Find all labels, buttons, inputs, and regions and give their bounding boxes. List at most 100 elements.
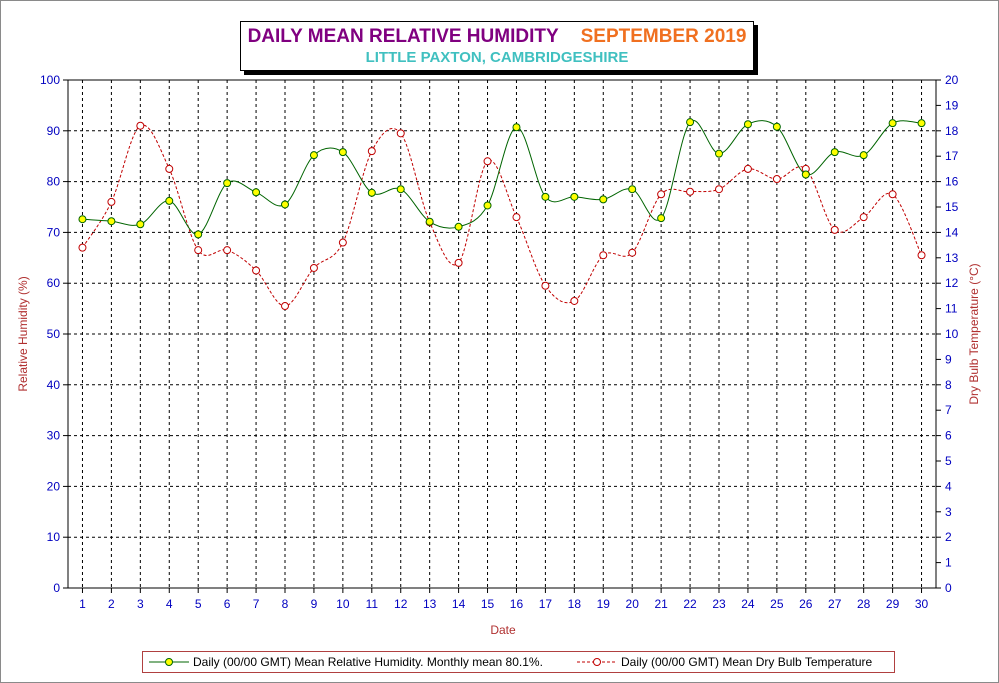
data-point-temperature xyxy=(743,164,752,173)
data-point-temperature xyxy=(570,296,579,305)
data-point-temperature xyxy=(252,266,261,275)
data-point-humidity xyxy=(657,214,666,223)
y-left-tick-label: 70 xyxy=(47,225,61,239)
legend-swatch-humidity xyxy=(149,658,189,666)
x-tick-label: 12 xyxy=(394,597,408,611)
data-point-humidity xyxy=(541,192,550,201)
x-tick-label: 17 xyxy=(539,597,553,611)
x-tick-label: 14 xyxy=(452,597,466,611)
data-point-temperature xyxy=(859,213,868,222)
y-right-tick-label: 7 xyxy=(945,403,952,417)
data-point-temperature xyxy=(888,190,897,199)
x-tick-label: 21 xyxy=(654,597,668,611)
y-right-tick-label: 2 xyxy=(945,530,952,544)
grid-lines xyxy=(68,79,936,588)
data-point-temperature xyxy=(454,258,463,267)
data-point-humidity xyxy=(454,222,463,231)
y-right-tick-label: 12 xyxy=(945,276,959,290)
y-right-tick-label: 20 xyxy=(945,73,959,87)
data-point-humidity xyxy=(628,185,637,194)
x-tick-label: 13 xyxy=(423,597,437,611)
x-tick-label: 1 xyxy=(79,597,86,611)
data-point-temperature xyxy=(917,251,926,260)
data-point-humidity xyxy=(78,215,87,224)
x-tick-label: 11 xyxy=(366,597,379,611)
y-left-tick-label: 0 xyxy=(53,581,60,595)
chart-title: DAILY MEAN RELATIVE HUMIDITY xyxy=(247,26,559,47)
y-axis-right-label: Dry Bulb Temperature (°C) xyxy=(967,263,981,404)
y-left-tick-label: 50 xyxy=(47,327,61,341)
y-right-tick-label: 6 xyxy=(945,429,952,443)
y-right-tick-label: 4 xyxy=(945,479,952,493)
x-tick-label: 7 xyxy=(253,597,260,611)
data-point-humidity xyxy=(715,149,723,158)
data-point-temperature xyxy=(512,213,521,222)
x-tick-label: 22 xyxy=(683,597,697,611)
x-tick-label: 8 xyxy=(282,597,289,611)
y-right-tick-label: 14 xyxy=(945,225,959,239)
y-right-tick-label: 1 xyxy=(945,556,952,570)
x-tick-label: 6 xyxy=(224,597,231,611)
data-point-temperature xyxy=(194,246,203,255)
y-right-tick-label: 0 xyxy=(945,581,952,595)
y-left-tick-label: 10 xyxy=(47,530,61,544)
y-right-tick-label: 16 xyxy=(945,175,959,189)
data-point-humidity xyxy=(830,148,839,157)
y-right-tick-label: 17 xyxy=(945,149,959,163)
data-point-humidity xyxy=(888,119,897,128)
axes: 0102030405060708090100012345678910111213… xyxy=(40,73,959,611)
y-right-tick-label: 10 xyxy=(945,327,959,341)
data-point-temperature xyxy=(165,164,174,173)
x-tick-label: 27 xyxy=(828,597,842,611)
x-tick-label: 15 xyxy=(481,597,495,611)
x-tick-label: 25 xyxy=(770,597,784,611)
y-axis-left-label: Relative Humidity (%) xyxy=(16,276,30,391)
data-point-temperature xyxy=(541,281,550,290)
data-point-humidity xyxy=(801,170,810,179)
title-box: DAILY MEAN RELATIVE HUMIDITY SEPTEMBER 20… xyxy=(240,21,754,71)
data-point-humidity xyxy=(338,148,347,157)
x-tick-label: 16 xyxy=(510,597,524,611)
series-line-temperature xyxy=(82,124,922,307)
y-right-tick-label: 11 xyxy=(945,302,958,316)
data-point-humidity xyxy=(194,230,203,239)
x-axis-label: Date xyxy=(490,623,516,637)
data-point-humidity xyxy=(483,201,492,210)
data-point-temperature xyxy=(78,243,87,252)
legend-label-humidity: Daily (00/00 GMT) Mean Relative Humidity… xyxy=(193,655,543,669)
data-point-humidity xyxy=(917,119,926,128)
y-right-tick-label: 19 xyxy=(945,98,959,112)
x-tick-label: 30 xyxy=(915,597,929,611)
data-point-temperature xyxy=(396,129,405,138)
y-right-tick-label: 8 xyxy=(945,378,952,392)
legend-label-temperature: Daily (00/00 GMT) Mean Dry Bulb Temperat… xyxy=(621,655,873,669)
data-point-humidity xyxy=(743,120,752,129)
y-right-tick-label: 9 xyxy=(945,352,952,366)
y-left-tick-label: 90 xyxy=(47,124,61,138)
y-right-tick-label: 3 xyxy=(945,505,952,519)
data-point-temperature xyxy=(223,246,232,255)
x-tick-label: 5 xyxy=(195,597,202,611)
data-point-humidity xyxy=(859,151,868,160)
x-tick-label: 23 xyxy=(712,597,726,611)
data-point-temperature xyxy=(367,147,376,156)
data-point-humidity xyxy=(165,196,174,205)
y-left-tick-label: 100 xyxy=(40,73,60,87)
y-left-tick-label: 80 xyxy=(47,175,61,189)
data-point-humidity xyxy=(367,188,376,197)
chart-subtitle: LITTLE PAXTON, CAMBRIDGESHIRE xyxy=(365,49,629,66)
data-point-temperature xyxy=(686,187,695,196)
x-tick-label: 4 xyxy=(166,597,173,611)
x-tick-label: 18 xyxy=(568,597,582,611)
data-point-humidity xyxy=(599,195,608,204)
data-point-humidity xyxy=(512,123,521,132)
x-tick-label: 2 xyxy=(108,597,115,611)
data-point-temperature xyxy=(657,190,666,199)
data-point-humidity xyxy=(425,217,434,226)
x-tick-label: 19 xyxy=(597,597,611,611)
data-point-temperature xyxy=(772,175,781,184)
data-point-humidity xyxy=(136,220,145,229)
data-point-humidity xyxy=(281,200,289,209)
data-point-temperature xyxy=(628,248,637,257)
